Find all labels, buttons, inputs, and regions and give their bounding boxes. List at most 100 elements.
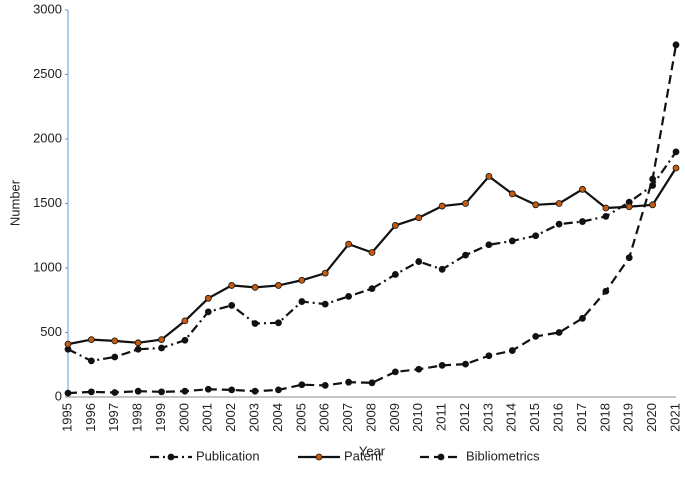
x-tick-label: 2004 <box>270 403 285 432</box>
data-point <box>251 387 259 395</box>
legend-label: Bibliometrics <box>466 448 540 463</box>
data-point <box>275 282 282 289</box>
y-tick-label: 500 <box>40 324 62 339</box>
x-tick-label: 2009 <box>387 403 402 432</box>
data-point <box>672 148 680 156</box>
data-point <box>438 361 446 369</box>
data-point <box>134 387 142 395</box>
data-point <box>111 337 119 345</box>
series-line <box>67 151 677 363</box>
data-point <box>579 185 586 193</box>
legend-marker <box>315 453 323 461</box>
x-tick-label: 2001 <box>200 403 215 432</box>
data-point <box>532 232 540 240</box>
data-point <box>391 368 399 376</box>
x-tick-label: 2020 <box>644 403 659 432</box>
y-tick-label: 0 <box>55 388 62 403</box>
data-point <box>555 200 563 207</box>
data-point <box>462 200 469 207</box>
data-point <box>321 269 329 277</box>
data-point <box>508 190 516 198</box>
data-point <box>204 294 212 302</box>
data-point <box>228 282 236 289</box>
data-point <box>649 175 657 183</box>
data-point <box>298 298 306 305</box>
series-line <box>67 44 678 395</box>
data-point <box>251 320 259 327</box>
data-point <box>87 336 95 343</box>
data-point <box>579 314 586 322</box>
data-point <box>87 388 95 396</box>
data-point <box>204 308 212 316</box>
data-point <box>415 258 423 265</box>
data-point <box>391 271 399 278</box>
data-point <box>485 352 493 360</box>
y-axis-label: Number <box>7 179 22 226</box>
data-point <box>298 381 306 389</box>
x-tick-label: 1995 <box>59 403 74 432</box>
data-point <box>649 201 657 209</box>
data-point <box>508 347 516 354</box>
x-tick-label: 2013 <box>480 403 495 432</box>
data-point <box>181 317 189 325</box>
data-point <box>555 329 563 336</box>
x-axis-label: Year <box>359 443 386 458</box>
data-point <box>181 387 189 395</box>
data-point <box>251 283 259 291</box>
x-tick-label: 2011 <box>434 403 449 431</box>
legend-marker <box>437 453 445 461</box>
data-point <box>228 386 236 394</box>
data-point <box>438 202 446 210</box>
data-point <box>415 214 423 222</box>
data-point <box>321 300 329 308</box>
data-point <box>275 386 282 394</box>
data-point <box>368 285 376 293</box>
x-tick-label: 2016 <box>551 403 566 432</box>
data-point <box>134 339 142 347</box>
data-point <box>625 203 633 211</box>
data-point <box>345 292 353 300</box>
data-point <box>485 241 493 249</box>
x-tick-label: 2000 <box>176 403 191 432</box>
y-tick-label: 3000 <box>33 1 62 16</box>
x-tick-label: 1997 <box>106 403 121 432</box>
data-point <box>87 357 95 365</box>
data-point <box>485 173 493 180</box>
legend-label: Publication <box>196 448 260 463</box>
data-point <box>111 389 119 396</box>
data-point <box>579 218 586 225</box>
x-tick-label: 2021 <box>667 403 682 432</box>
x-tick-label: 2007 <box>340 403 355 432</box>
data-point <box>508 237 516 245</box>
data-point <box>415 365 423 373</box>
y-tick-label: 2500 <box>33 66 62 81</box>
data-point <box>532 201 540 209</box>
data-point <box>462 251 469 259</box>
data-point <box>345 378 353 386</box>
data-point <box>134 345 142 353</box>
data-point <box>158 388 165 396</box>
x-tick-label: 2012 <box>457 403 472 432</box>
data-point <box>111 353 119 361</box>
data-point <box>602 204 610 212</box>
data-point <box>158 336 165 343</box>
x-tick-label: 2015 <box>527 403 542 432</box>
x-tick-label: 1999 <box>153 403 168 432</box>
x-tick-label: 2006 <box>317 403 332 432</box>
data-point <box>462 360 469 368</box>
x-tick-label: 2014 <box>504 403 519 432</box>
data-point <box>602 212 610 220</box>
x-tick-label: 1998 <box>130 403 145 432</box>
data-point <box>345 240 353 248</box>
legend-marker <box>167 453 175 461</box>
data-point <box>181 336 189 344</box>
y-tick-label: 2000 <box>33 130 62 145</box>
data-point <box>532 332 540 340</box>
x-tick-label: 2002 <box>223 403 238 432</box>
data-point <box>275 319 282 327</box>
x-tick-label: 2008 <box>363 403 378 432</box>
data-point <box>555 220 563 228</box>
data-point <box>158 344 165 352</box>
y-tick-label: 1500 <box>33 195 62 210</box>
